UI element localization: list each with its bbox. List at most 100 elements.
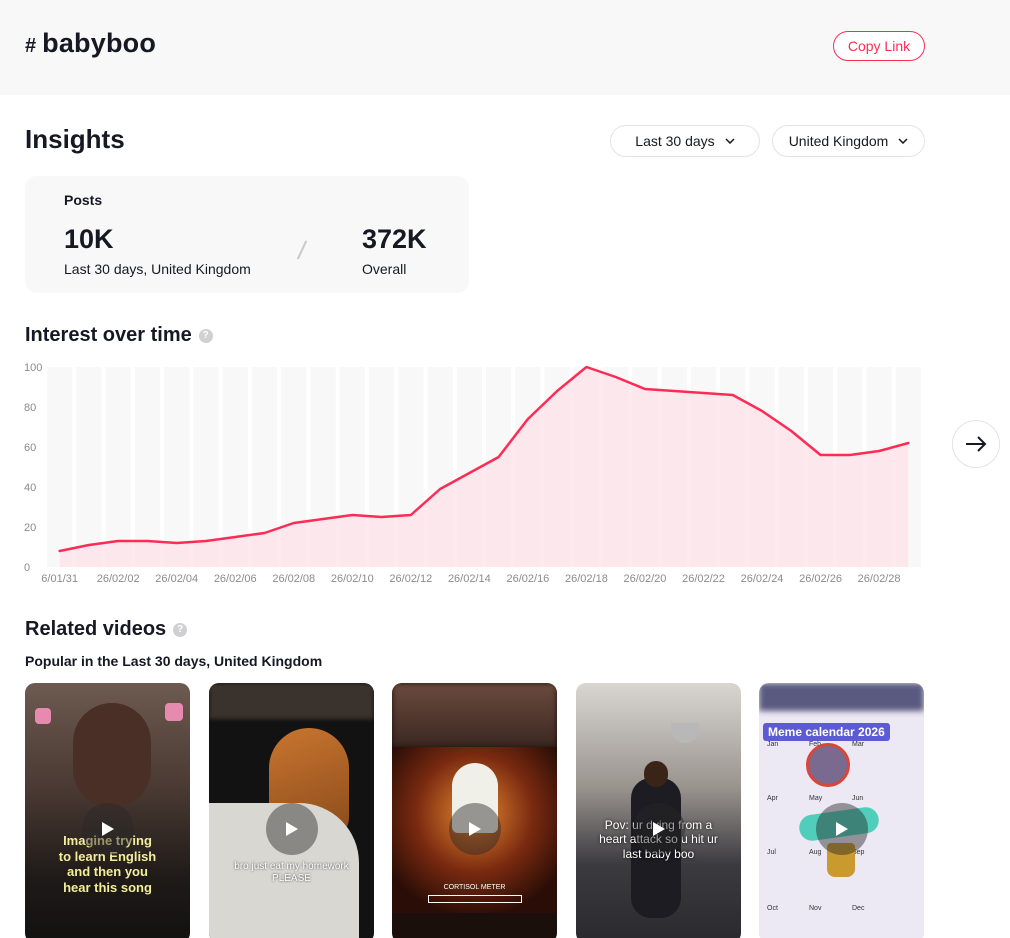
insights-title: Insights	[25, 124, 125, 154]
x-tick-label: 26/02/18	[565, 573, 608, 585]
hashtag-title: # babyboo	[25, 28, 156, 59]
trophy-icon	[827, 843, 855, 877]
arrow-right-icon	[966, 436, 987, 452]
help-icon[interactable]: ?	[173, 622, 188, 637]
help-icon[interactable]: ?	[198, 328, 213, 343]
y-tick-label: 0	[24, 562, 30, 574]
person-head	[644, 761, 668, 787]
hair-clip	[165, 703, 183, 721]
interest-chart: 100 80 60 40 20 0 6/01/31 26/02/02 26/02/04 26/02…	[24, 362, 921, 585]
y-tick-label: 100	[24, 362, 42, 374]
x-tick-label: 26/02/24	[741, 573, 784, 585]
x-tick-label: 26/02/02	[97, 573, 140, 585]
date-range-dropdown[interactable]: Last 30 days	[610, 125, 760, 157]
chart-band	[76, 367, 102, 567]
x-tick-label: 26/02/26	[799, 573, 842, 585]
play-icon	[82, 803, 134, 855]
calendar-month-label: Jan	[767, 741, 779, 748]
play-icon	[816, 803, 868, 855]
calendar-month-label: Nov	[809, 905, 822, 912]
related-videos-title: Related videos ?	[25, 618, 188, 641]
calendar-month-label: Mar	[852, 741, 865, 748]
video-thumb-face	[73, 703, 151, 808]
video-caption: bro just eat my homework PLEASE	[234, 861, 349, 884]
posts-recent-value: 10K	[64, 224, 114, 254]
calendar-month-label: Jul	[767, 849, 776, 856]
paper-shape	[209, 803, 359, 938]
posts-label: Posts	[64, 192, 103, 208]
video-caption: Pov: ur dying from a heart attack so u h…	[599, 818, 718, 861]
calendar-month-label: Jun	[852, 795, 864, 802]
chevron-down-icon	[898, 138, 908, 144]
date-range-label: Last 30 days	[635, 133, 715, 149]
x-tick-label: 26/02/22	[682, 573, 725, 585]
character-hair	[452, 763, 498, 833]
chart-band	[164, 367, 190, 567]
hashtag-header: # babyboo Copy Link	[0, 0, 1010, 95]
calendar-month-label: May	[809, 795, 823, 802]
x-tick-label: 26/02/20	[624, 573, 667, 585]
y-tick-label: 60	[24, 442, 36, 454]
x-tick-label: 26/02/28	[858, 573, 901, 585]
play-icon	[449, 803, 501, 855]
lamp	[671, 723, 699, 743]
chart-area	[59, 367, 909, 567]
calendar-month-label: Dec	[852, 905, 865, 912]
copy-link-button[interactable]: Copy Link	[833, 31, 925, 61]
video-card[interactable]: Meme calendar 2026 Jan Feb Mar Apr May Jun Jul…	[759, 683, 924, 938]
interest-title: Interest over time ?	[25, 324, 213, 347]
posts-overall-value: 372K	[362, 224, 427, 254]
y-tick-label: 80	[24, 402, 36, 414]
region-label: United Kingdom	[788, 133, 889, 149]
meter-bar	[428, 895, 522, 903]
video-caption: CORTISOL METER	[443, 884, 506, 891]
person-shape	[631, 778, 681, 918]
chart-band	[47, 367, 73, 567]
video-blur-top	[759, 683, 924, 711]
y-tick-label: 20	[24, 522, 36, 534]
play-icon	[633, 803, 685, 855]
chevron-down-icon	[725, 138, 735, 144]
video-blur-top	[392, 683, 557, 747]
x-tick-label: 26/02/16	[506, 573, 549, 585]
chart-band	[193, 367, 219, 567]
x-tick-label: 26/02/06	[214, 573, 257, 585]
calendar-month-label: Apr	[767, 795, 778, 802]
hair-clip	[35, 708, 51, 724]
chart-line	[58, 365, 910, 553]
interest-title-text: Interest over time	[25, 324, 192, 346]
hashtag-name: babyboo	[42, 28, 157, 58]
video-caption: Meme calendar 2026	[763, 723, 890, 741]
related-title-text: Related videos	[25, 618, 167, 640]
posts-card: Posts 10K Last 30 days, United Kingdom 3…	[25, 176, 469, 293]
x-tick-label: 26/02/04	[155, 573, 198, 585]
region-dropdown[interactable]: United Kingdom	[772, 125, 925, 157]
play-icon	[266, 803, 318, 855]
x-tick-label: 26/02/12	[389, 573, 432, 585]
x-tick-label: 26/02/10	[331, 573, 374, 585]
video-card[interactable]: CORTISOL METER	[392, 683, 557, 938]
video-card[interactable]: bro just eat my homework PLEASE	[209, 683, 374, 938]
posts-overall-caption: Overall	[362, 261, 407, 277]
calendar-month-label: Sep	[852, 849, 865, 856]
video-card[interactable]: Imagine trying to learn English and then…	[25, 683, 190, 938]
chart-band	[105, 367, 131, 567]
video-card[interactable]: Pov: ur dying from a heart attack so u h…	[576, 683, 741, 938]
posts-recent-caption: Last 30 days, United Kingdom	[64, 261, 251, 277]
divider	[296, 240, 308, 260]
video-caption: Imagine trying to learn English and then…	[58, 833, 157, 895]
x-tick-label: 26/02/14	[448, 573, 491, 585]
hash-icon: #	[25, 35, 37, 57]
calendar-month-label: Feb	[809, 741, 822, 748]
chart-band	[134, 367, 161, 567]
highlight-circle	[806, 743, 850, 787]
y-tick-label: 40	[24, 482, 36, 494]
video-blur-top	[209, 683, 374, 719]
next-arrow-button[interactable]	[952, 420, 1000, 468]
calendar-month-label: Aug	[809, 849, 822, 856]
x-tick-label: 6/01/31	[41, 573, 78, 585]
chart-band	[222, 367, 248, 567]
calendar-month-label: Oct	[767, 905, 778, 912]
x-tick-label: 26/02/08	[272, 573, 315, 585]
related-subtitle: Popular in the Last 30 days, United King…	[25, 653, 323, 669]
